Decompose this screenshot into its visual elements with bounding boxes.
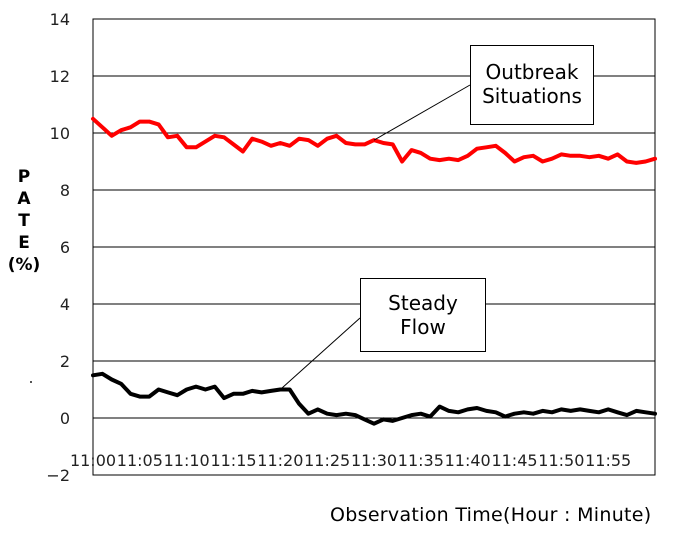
x-tick-label: 11:10 <box>164 451 210 470</box>
leader-line-outbreak <box>373 84 471 141</box>
stray-dot <box>30 381 32 383</box>
y-tick-label: 4 <box>60 295 70 314</box>
y-tick-label: 8 <box>60 181 70 200</box>
y-tick-label: 12 <box>50 67 70 86</box>
x-tick-label: 11:05 <box>117 451 163 470</box>
x-tick-label: 11:25 <box>304 451 350 470</box>
x-tick-label: 11:35 <box>398 451 444 470</box>
x-tick-label: 11:30 <box>351 451 397 470</box>
y-axis-label-char: P <box>17 167 31 187</box>
x-tick-label: 11:55 <box>585 451 631 470</box>
x-tick-label: 11:50 <box>538 451 584 470</box>
x-tick-label: 11:00 <box>70 451 116 470</box>
leader-line-steady <box>279 317 361 390</box>
x-tick-label: 11:20 <box>257 451 303 470</box>
y-tick-label: −2 <box>46 466 70 485</box>
x-tick-label: 11:45 <box>491 451 537 470</box>
y-tick-label: 0 <box>60 409 70 428</box>
y-axis-label: P A T E (%) <box>2 166 46 276</box>
y-axis-label-char: A <box>17 189 31 209</box>
annotation-outbreak: Outbreak Situations <box>470 45 594 125</box>
annotation-steady: Steady Flow <box>360 278 486 352</box>
x-tick-labels: 11:00 11:05 11:10 11:15 11:20 11:25 11:30 11:35… <box>70 451 631 470</box>
x-axis-label: Observation Time(Hour : Minute) <box>330 504 652 526</box>
annotation-steady-line: Flow <box>400 315 446 339</box>
y-axis-label-char: (%) <box>7 255 41 275</box>
annotation-steady-line: Steady <box>388 291 458 315</box>
y-tick-label: 6 <box>60 238 70 257</box>
y-axis-label-char: E <box>18 233 30 253</box>
y-tick-label: 10 <box>50 124 70 143</box>
series-line-steady <box>91 371 657 426</box>
annotation-leaders <box>279 84 471 390</box>
y-tick-labels: −2 0 2 4 6 8 10 12 14 <box>46 10 70 485</box>
x-tick-label: 11:40 <box>445 451 491 470</box>
x-tick-label: 11:15 <box>210 451 256 470</box>
annotation-outbreak-line: Situations <box>482 84 582 108</box>
y-tick-label: 14 <box>50 10 70 29</box>
annotation-outbreak-line: Outbreak <box>485 60 579 84</box>
y-tick-label: 2 <box>60 352 70 371</box>
y-axis-label-char: T <box>18 211 30 231</box>
